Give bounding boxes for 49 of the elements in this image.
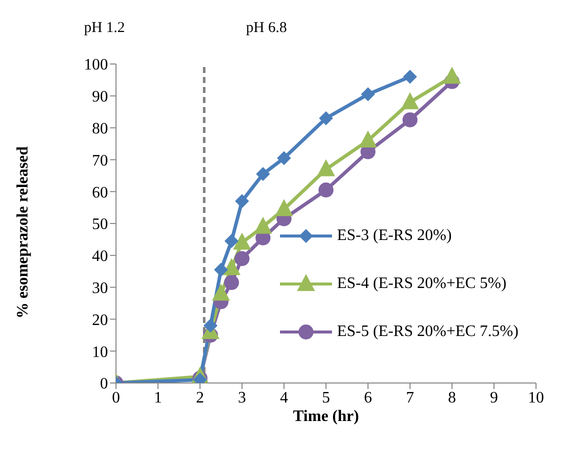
y-tick-label: 100: [84, 56, 108, 74]
legend-label: ES-5 (E-RS 20%+EC 7.5%): [337, 322, 520, 342]
point: [359, 130, 377, 148]
point: [275, 199, 293, 216]
x-tick-label: 8: [448, 389, 456, 406]
text: pH 1.2: [84, 20, 125, 37]
point: [204, 318, 218, 333]
y-tick-label: 60: [92, 184, 108, 202]
point: [224, 234, 238, 248]
point: [256, 167, 270, 182]
x-tick-label: 5: [322, 389, 330, 406]
point: [235, 194, 249, 208]
point: [277, 151, 291, 166]
point: [319, 111, 333, 126]
point: [361, 87, 375, 102]
legend-label: ES-3 (E-RS 20%): [337, 226, 453, 246]
point: [222, 258, 240, 276]
y-tick-label: 0: [100, 376, 108, 393]
legend-label: ES-4 (E-RS 20%+EC 5%): [337, 274, 508, 294]
point: [318, 182, 334, 198]
point: [403, 70, 417, 84]
x-tick-label: 0: [112, 389, 120, 406]
point: [234, 251, 250, 266]
x-tick-label: 1: [154, 389, 162, 406]
x-tick-label: 10: [528, 389, 544, 406]
point: [254, 216, 272, 234]
point: [233, 232, 251, 250]
point: [214, 262, 228, 277]
y-tick-label: 90: [92, 88, 108, 106]
point: [224, 275, 239, 290]
x-tick-label: 2: [196, 389, 204, 406]
x-tick-label: 9: [490, 389, 498, 406]
y-axis-title: % esomeprazole released: [14, 146, 32, 318]
x-tick-label: 3: [238, 389, 246, 406]
point: [317, 159, 335, 176]
y-tick-label: 80: [92, 120, 108, 138]
x-tick-label: 4: [280, 389, 288, 406]
y-tick-label: 70: [92, 152, 108, 170]
y-tick-label: 40: [92, 248, 108, 266]
y-tick-label: 30: [92, 280, 108, 297]
x-axis-title: Time (hr): [293, 408, 359, 425]
point: [402, 112, 418, 128]
point: [212, 284, 230, 301]
y-tick-label: 20: [92, 312, 108, 329]
y-tick-label: 50: [92, 216, 108, 234]
x-tick-label: 6: [364, 389, 372, 406]
y-tick-label: 10: [92, 344, 108, 361]
x-tick-label: 7: [406, 389, 414, 406]
text: pH 6.8: [246, 20, 287, 37]
